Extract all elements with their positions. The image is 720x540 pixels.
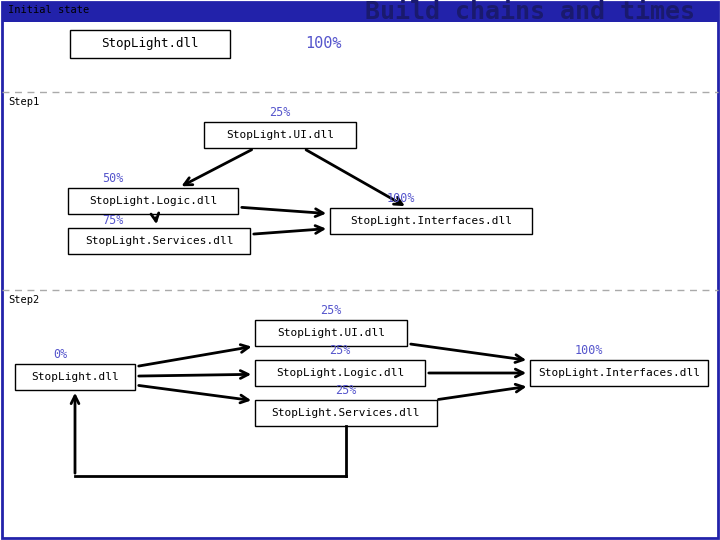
Text: StopLight.Logic.dll: StopLight.Logic.dll	[276, 368, 404, 378]
FancyBboxPatch shape	[68, 228, 250, 254]
FancyBboxPatch shape	[255, 400, 437, 426]
FancyBboxPatch shape	[330, 208, 532, 234]
Text: 50%: 50%	[102, 172, 124, 185]
Text: StopLight.Logic.dll: StopLight.Logic.dll	[89, 196, 217, 206]
Text: 25%: 25%	[336, 383, 356, 396]
Text: Build chains and times: Build chains and times	[365, 0, 695, 24]
FancyBboxPatch shape	[530, 360, 708, 386]
Text: StopLight.dll: StopLight.dll	[31, 372, 119, 382]
FancyBboxPatch shape	[204, 122, 356, 148]
Text: 25%: 25%	[329, 343, 351, 356]
Text: Initial state: Initial state	[8, 5, 89, 15]
Text: 0%: 0%	[53, 348, 67, 361]
FancyBboxPatch shape	[255, 360, 425, 386]
Text: 25%: 25%	[320, 303, 342, 316]
Text: Step1: Step1	[8, 97, 40, 107]
Text: 100%: 100%	[305, 37, 341, 51]
Text: StopLight.Services.dll: StopLight.Services.dll	[271, 408, 420, 418]
FancyBboxPatch shape	[15, 364, 135, 390]
Text: 100%: 100%	[575, 343, 603, 356]
FancyBboxPatch shape	[255, 320, 407, 346]
FancyBboxPatch shape	[70, 30, 230, 58]
Text: StopLight.UI.dll: StopLight.UI.dll	[277, 328, 385, 338]
Text: StopLight.Interfaces.dll: StopLight.Interfaces.dll	[538, 368, 700, 378]
Text: 75%: 75%	[102, 213, 124, 226]
Text: 25%: 25%	[269, 105, 291, 118]
FancyBboxPatch shape	[68, 188, 238, 214]
Text: StopLight.dll: StopLight.dll	[102, 37, 199, 51]
FancyBboxPatch shape	[2, 2, 718, 22]
Text: 100%: 100%	[387, 192, 415, 205]
Text: StopLight.UI.dll: StopLight.UI.dll	[226, 130, 334, 140]
Text: StopLight.Services.dll: StopLight.Services.dll	[85, 236, 233, 246]
Text: Step2: Step2	[8, 295, 40, 305]
Text: StopLight.Interfaces.dll: StopLight.Interfaces.dll	[350, 216, 512, 226]
